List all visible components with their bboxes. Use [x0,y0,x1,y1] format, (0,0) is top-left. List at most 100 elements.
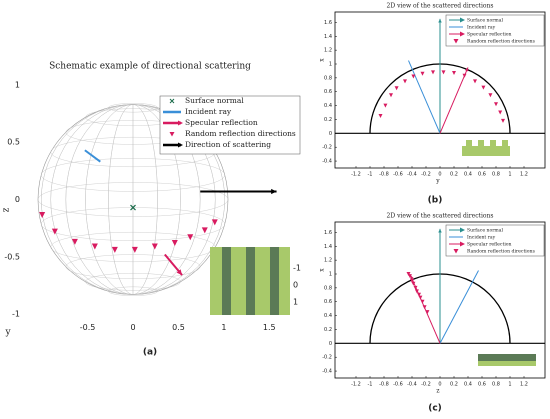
y-tick-label: 0 [15,195,20,204]
scatter-point [403,79,407,84]
scatter-point [481,85,486,90]
legend-swatch [453,39,459,44]
scatter-point [452,71,456,76]
x-tick-label: -0.8 [379,382,389,388]
y-axis-label: z [2,207,12,212]
y-tick-label: 1 [329,272,332,278]
scatter-point [131,246,138,253]
y-tick-label: 1.6 [324,20,332,26]
x-tick-label: -0.8 [379,172,389,178]
x-tick-label: -1 [368,172,373,178]
inset-tick-label: 1 [293,298,298,307]
y-tick-label: -0.2 [322,355,332,361]
scatter-point [406,272,411,276]
sphere-parallel [41,158,225,192]
y-tick-label: 0.6 [324,299,332,305]
x-tick-label: 0 [438,382,441,388]
scatter-point [494,102,498,107]
scatter-point [71,238,78,245]
scatter-point [420,71,425,76]
x-tick-label: -0.6 [393,172,403,178]
y-tick-label: 1 [15,80,20,89]
y-tick-label: 0.2 [324,327,332,333]
x-tick-label: 0.4 [464,172,472,178]
legend-arrow [460,241,465,247]
scatter-point [39,211,46,218]
scatter-point [431,70,435,75]
sphere-parallel [108,103,158,113]
legend-swatch [169,98,175,104]
legend-swatch [169,132,175,137]
inset-tick-label: 0 [293,281,298,290]
y-tick-label: 1.2 [324,48,332,54]
x-tick-label: 1.2 [520,382,528,388]
y-tick-label: -0.4 [322,369,332,375]
scatter-point [411,74,416,79]
scatter-point [411,281,416,286]
y-axis-label: x [319,268,326,272]
scatter-point [413,285,418,290]
legend-label: Surface normal [467,228,504,234]
legend-arrow [178,142,183,148]
y-tick-label: 0.6 [324,89,332,95]
y-tick-label: -0.5 [4,252,20,261]
legend-label: Incident ray [467,235,496,241]
sphere-parallel [37,182,229,217]
arrow-head [176,269,183,276]
ray [84,149,101,163]
scatter-point [389,93,393,98]
y-tick-label: 1.6 [324,230,332,236]
legend-arrow [178,120,183,126]
legend-label: Random reflection directions [467,39,535,45]
ray [408,60,441,134]
y-tick-label: 0 [329,341,332,347]
scatter-point [425,310,430,315]
x-tick-label: -1.2 [351,382,361,388]
scatter-point [498,110,503,115]
x-tick-label: 0 [438,172,441,178]
y-tick-label: -1 [12,310,20,319]
legend-arrow [460,17,465,23]
x-axis-label: y [435,178,440,185]
scatter-point [383,103,388,108]
legend-arrow [460,31,465,37]
legend-label: Random reflection directions [185,129,296,138]
x-tick-label: -0.2 [421,382,431,388]
inset-layer [478,354,536,361]
y-tick-label: 1.4 [324,244,332,250]
scatter-point [417,292,421,297]
x-tick-label: -0.4 [407,172,417,178]
legend-label: Direction of scattering [185,140,271,149]
inset [462,140,510,156]
x-tick-label: -1.2 [351,172,361,178]
x-tick-label: 0.2 [450,382,458,388]
legend-arrow [460,227,465,233]
x-tick-label: -0.2 [421,172,431,178]
legend-label: Surface normal [467,18,504,24]
x-axis-label: z [436,388,439,395]
x-tick-label: 0.8 [492,172,500,178]
scatter-point [501,118,505,123]
x-tick-label: 1 [508,382,511,388]
x-tick-label: 0.6 [478,172,486,178]
legend-label: Specular reflection [467,242,512,248]
arrow-head [438,18,442,23]
scatter-point [418,295,423,300]
y-tick-label: 0.8 [324,285,332,291]
chart-title: Schematic example of directional scatter… [49,62,251,72]
scatter-point [378,114,383,118]
y-tick-label: 1.4 [324,34,332,40]
inset-stripe [222,247,231,315]
caption: (c) [428,404,442,414]
inset-tick-label: -1 [293,264,301,273]
legend-label: Specular reflection [185,118,258,127]
legend-label: Surface normal [185,96,244,105]
ray [439,270,479,344]
x-tick-label: -0.4 [407,382,417,388]
sphere-meridian [41,104,225,295]
x-tick-label: 0.5 [172,323,185,332]
scatter-point [151,243,158,250]
ray [410,275,441,344]
y-tick-label: 0.2 [324,117,332,123]
